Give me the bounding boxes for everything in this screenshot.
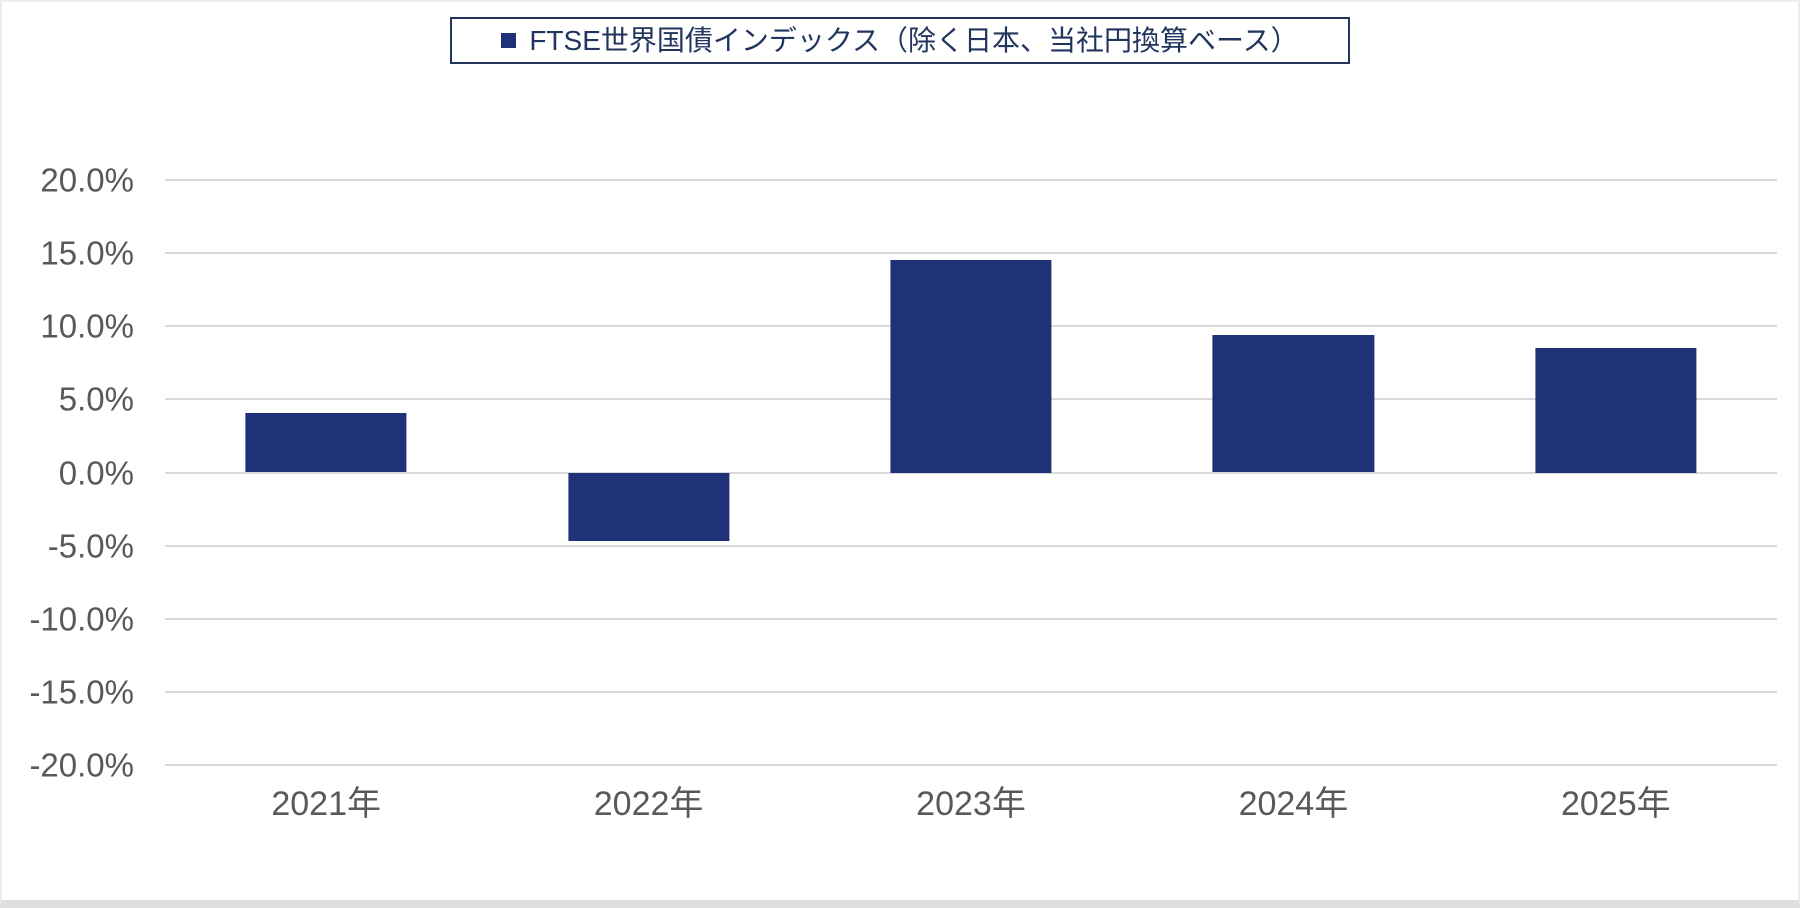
legend-marker-square — [501, 33, 517, 48]
bar-2021年 — [245, 412, 407, 473]
bar-2022年 — [568, 472, 730, 542]
bar-2024年 — [1212, 335, 1374, 473]
y-tick-label: 15.0% — [40, 234, 134, 272]
gridline — [165, 544, 1777, 547]
x-axis-labels: 2021年 2022年 2023年 2024年 2025年 — [165, 787, 1777, 837]
gridline — [165, 617, 1777, 620]
gridline — [165, 764, 1777, 766]
plot-area — [165, 179, 1777, 766]
gridline — [165, 471, 1777, 474]
bar-2025年 — [1535, 348, 1697, 473]
y-tick-label: 10.0% — [40, 307, 134, 345]
y-tick-label: -10.0% — [29, 600, 134, 638]
y-tick-label: 20.0% — [40, 161, 134, 199]
y-axis-labels: 20.0% 15.0% 10.0% 5.0% 0.0% -5.0% -10.0% -15.0%… — [2, 164, 134, 782]
y-tick-label: 0.0% — [58, 454, 134, 491]
legend: FTSE世界国債インデックス（除く日本、当社円換算ベース） — [450, 17, 1350, 64]
y-tick-label: -15.0% — [29, 673, 134, 711]
x-tick-label: 2024年 — [1238, 785, 1349, 823]
x-tick-label: 2023年 — [916, 785, 1026, 823]
gridline — [165, 252, 1777, 255]
x-tick-label: 2022年 — [593, 785, 704, 823]
y-tick-label: 5.0% — [58, 380, 134, 418]
x-tick-label: 2025年 — [1560, 785, 1671, 823]
gridline — [165, 690, 1777, 693]
y-tick-label: -20.0% — [29, 746, 134, 784]
y-tick-label: -5.0% — [47, 527, 134, 565]
gridline — [165, 179, 1777, 181]
bar-2023年 — [890, 260, 1052, 473]
x-tick-label: 2021年 — [271, 785, 382, 823]
legend-label: FTSE世界国債インデックス（除く日本、当社円換算ベース） — [529, 24, 1299, 56]
